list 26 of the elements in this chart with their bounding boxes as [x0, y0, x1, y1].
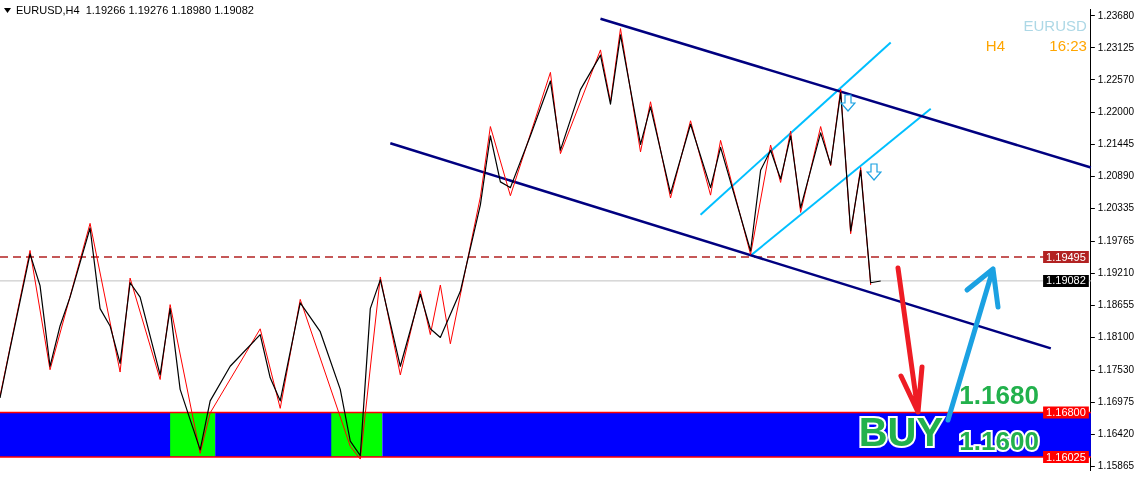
y-tick-label: 1.16420	[1097, 428, 1135, 440]
y-tick-label: 1.21445	[1097, 138, 1135, 150]
annotation: EURUSD	[1023, 17, 1088, 35]
ref-line-label: 1.16800	[1046, 405, 1086, 418]
y-tick-label: 1.18100	[1097, 331, 1135, 343]
annotation: 1.1680	[959, 379, 1039, 410]
y-tick-label: 1.23125	[1097, 41, 1135, 53]
annotation: 16:23	[1049, 37, 1087, 55]
chart-title: EURUSD,H4 1.19266 1.19276 1.18980 1.19082	[16, 4, 254, 17]
y-tick-label: 1.19765	[1097, 235, 1135, 247]
ref-line-label: 1.19082	[1046, 274, 1086, 287]
y-tick-label: 1.16975	[1097, 396, 1135, 408]
annotation: BUY	[858, 409, 944, 454]
y-tick-label: 1.19210	[1097, 267, 1135, 279]
y-tick-label: 1.15865	[1097, 460, 1135, 471]
y-tick-label: 1.20890	[1097, 170, 1135, 182]
y-tick-label: 1.23680	[1097, 9, 1135, 21]
y-tick-label: 1.22570	[1097, 73, 1135, 85]
y-tick-label: 1.20335	[1097, 202, 1135, 214]
annotation: 1.1600	[959, 425, 1039, 456]
y-tick-label: 1.18655	[1097, 299, 1135, 311]
ref-line-label: 1.16025	[1046, 450, 1086, 463]
y-tick-label: 1.17530	[1097, 364, 1135, 376]
y-tick-label: 1.22000	[1097, 106, 1135, 118]
annotation: H4	[985, 37, 1006, 55]
ref-line-label: 1.19495	[1046, 250, 1086, 263]
